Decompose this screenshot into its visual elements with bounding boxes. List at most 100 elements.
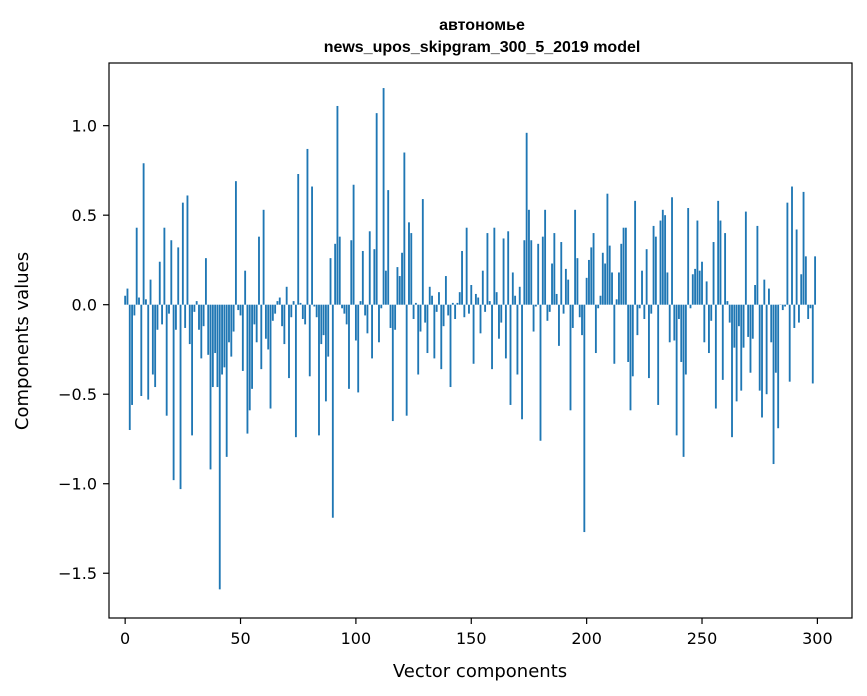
bar-63 [269,304,272,409]
bar-110 [378,304,380,343]
bar-170 [516,304,519,375]
bar-186 [553,233,556,305]
bar-152 [474,293,477,305]
bar-53 [246,304,249,434]
bar-115 [389,304,392,328]
bar-264 [733,304,736,348]
bar-150 [470,285,473,305]
bar-213 [615,299,618,305]
x-tick-label: 250 [687,629,718,648]
bar-24 [179,304,182,490]
bar-245 [689,304,692,309]
bar-25 [181,202,184,305]
bar-163 [500,304,503,323]
bar-12 [151,304,154,375]
bar-256 [714,304,717,409]
bar-212 [613,304,616,364]
bar-131 [426,304,429,354]
y-tick-label: 1.0 [72,117,97,136]
bar-31 [195,301,198,305]
bar-188 [558,304,560,346]
bar-273 [754,285,757,305]
bar-187 [555,293,558,305]
bar-237 [671,197,673,305]
bar-281 [772,304,775,465]
bar-78 [304,304,307,325]
bar-148 [465,227,468,305]
bar-215 [620,243,623,305]
bar-142 [451,302,454,305]
bar-3 [131,304,133,405]
bar-198 [581,304,583,336]
bar-277 [763,279,766,305]
bar-101 [357,304,360,393]
bar-111 [380,304,383,309]
bar-161 [495,292,498,305]
bar-218 [627,304,630,362]
bar-58 [258,236,260,305]
bar-208 [604,263,607,305]
bar-290 [793,304,796,328]
x-axis-ticks: 0 50 100 150 200 250 300 [120,618,833,648]
bar-162 [498,304,500,339]
x-tick-label: 300 [802,629,833,648]
bar-20 [170,240,173,305]
bar-62 [267,304,270,350]
bar-129 [421,199,424,305]
bar-240 [678,304,680,320]
bar-105 [366,304,369,334]
bar-258 [719,220,722,305]
bar-267 [740,304,743,391]
bar-296 [807,304,810,320]
bar-226 [645,249,648,305]
bar-54 [248,304,251,411]
bar-82 [313,304,316,307]
bar-121 [403,152,406,305]
bar-233 [661,209,664,305]
bar-176 [530,240,533,305]
bar-157 [486,233,489,305]
x-tick-label: 0 [120,629,130,648]
bar-95 [343,304,346,314]
bar-50 [239,304,242,316]
bar-266 [738,304,740,327]
bar-67 [278,297,281,305]
bar-291 [795,229,798,305]
bar-165 [504,304,507,359]
bar-275 [758,304,761,391]
bar-75 [297,174,300,305]
x-tick-label: 100 [341,629,372,648]
bar-185 [551,263,553,305]
bar-248 [696,220,699,305]
bar-261 [726,301,729,305]
bar-242 [682,304,685,457]
bar-37 [209,304,212,470]
x-tick-label: 50 [230,629,250,648]
bar-141 [449,304,452,388]
bar-66 [276,301,279,305]
bar-239 [675,304,678,436]
bar-209 [606,193,609,305]
bar-144 [456,302,459,305]
bar-217 [624,227,627,305]
bar-210 [608,245,611,305]
bar-46 [230,304,233,357]
bar-181 [541,236,544,305]
bar-201 [588,259,590,305]
bar-69 [283,304,286,345]
bar-151 [472,304,475,364]
x-tick-label: 200 [571,629,602,648]
bar-122 [405,304,408,416]
bar-174 [525,132,528,305]
bar-113 [384,270,387,305]
bar-287 [786,202,789,305]
bar-52 [244,270,247,305]
bar-203 [592,233,595,305]
bar-202 [590,247,593,305]
bar-112 [382,88,385,305]
bar-280 [770,304,773,343]
bar-257 [717,200,720,305]
bar-16 [161,304,163,325]
bar-225 [643,304,646,320]
